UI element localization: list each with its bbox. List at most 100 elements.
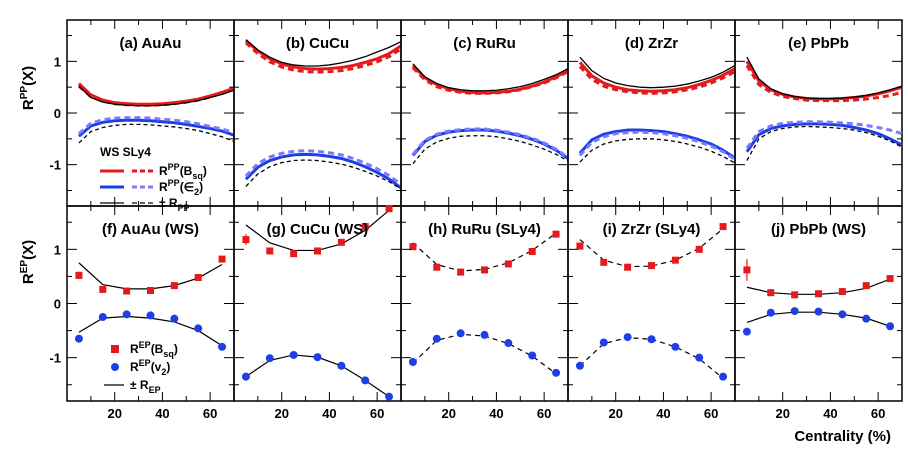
legend-top-title: WS SLy4 [100,145,151,159]
marker-circle [218,342,227,351]
panel-h: (h) RuRu (SLy4) 20 40 60 [400,205,569,421]
marker-circle [122,310,131,319]
x-tick-label: 40 [489,406,503,421]
x-tick-label: 60 [537,406,551,421]
series-line [244,41,402,74]
marker-square [886,275,894,283]
series-line [244,149,402,186]
marker-circle [265,354,274,363]
series-line [411,66,569,95]
panel-title: (g) CuCu (WS) [267,221,369,238]
series-line [745,64,903,103]
marker-square [242,236,250,244]
legend-marker-square [111,345,119,353]
marker-square [791,291,799,299]
legend-label: RPP(∈2) [159,178,203,197]
marker-square [576,242,584,250]
marker-square [624,263,632,271]
legend-bottom: REP(Bsq)REP(v2)± REP [104,340,178,395]
marker-circle [814,307,823,316]
x-tick-label: 20 [441,406,455,421]
marker-circle [98,313,107,322]
panel-b: (b) CuCu [233,19,402,207]
marker-circle [408,358,417,366]
series-line [77,116,235,135]
series-line [578,130,736,161]
marker-circle [599,338,608,347]
marker-circle [766,308,775,317]
panel-e: (e) PbPb [734,19,903,207]
marker-circle [289,350,298,359]
series-line [578,61,736,93]
panel-g: (g) CuCu (WS) 20 40 60 [233,205,402,421]
x-tick-label: 40 [656,406,670,421]
marker-square [838,288,846,296]
panel-j: (j) PbPb (WS) 20 40 60 [734,205,903,421]
marker-circle [480,330,489,339]
panel-title: (e) PbPb [788,35,849,52]
x-tick-label: 20 [775,406,789,421]
marker-circle [194,324,203,333]
series-line [745,60,903,101]
marker-square [815,290,822,298]
panel-title: (f) AuAu (WS) [102,221,199,238]
bottom-y-title-suffix: (X) [20,240,37,260]
marker-square [385,205,393,213]
top-y-title-sup: PP [19,86,30,100]
top-y-axis-title: RPP(X) [19,66,37,110]
legend-marker-circle [111,363,119,371]
marker-circle [456,329,465,338]
x-tick-label: 60 [203,406,217,421]
marker-circle [790,307,799,316]
series-line [412,63,569,92]
series-line [78,123,235,144]
panel-c: (c) RuRu [400,19,569,207]
series-line [245,159,402,190]
panel-f: (f) AuAu (WS) 1 0 -1 20 40 60 [49,205,235,421]
x-tick-label: 40 [322,406,336,421]
marker-circle [241,372,250,381]
series-line [78,85,235,107]
marker-square [695,245,703,253]
marker-square [552,230,560,238]
series-line [578,128,736,160]
marker-square [671,256,679,264]
marker-circle [504,339,513,348]
marker-square [481,266,488,274]
marker-square [75,271,83,279]
legend-label: REP(Bsq) [130,340,178,359]
series-line [244,39,402,71]
marker-circle [146,311,155,320]
marker-circle [528,351,537,360]
marker-circle [313,353,322,362]
marker-circle [671,342,680,351]
marker-circle [170,314,179,323]
marker-circle [742,327,751,336]
panel-title: (h) RuRu (SLy4) [428,221,541,238]
y-tick-label: 1 [54,242,61,257]
x-tick-label: 40 [823,406,837,421]
marker-square [528,248,536,255]
series-line [745,120,903,150]
y-tick-label: 1 [54,54,61,69]
marker-square [337,238,345,246]
marker-circle [647,335,656,344]
marker-square [504,260,512,268]
panel-title: (d) ZrZr [625,35,678,52]
x-axis-title: Centrality (%) [794,428,891,445]
marker-circle [74,334,83,343]
marker-square [767,289,775,297]
marker-square [218,255,226,263]
marker-circle [432,334,441,343]
marker-circle [695,353,704,362]
series-line [77,118,235,138]
marker-square [99,285,107,293]
series-line [244,152,402,190]
top-y-title-base: R [20,99,37,110]
bottom-y-title-sup: EP [19,260,30,274]
series-line [746,125,903,161]
panel-title: (j) PbPb (WS) [771,221,866,238]
marker-circle [886,322,895,331]
x-tick-label: 60 [370,406,384,421]
